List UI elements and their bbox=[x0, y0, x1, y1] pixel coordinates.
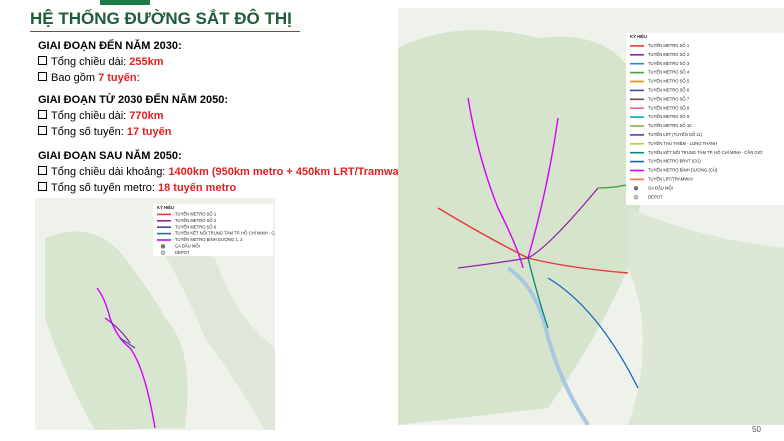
checkbox-bullet bbox=[38, 126, 47, 135]
legend-symbol bbox=[160, 244, 166, 249]
highlight-text: 255km bbox=[129, 56, 164, 68]
bullet-item: Tổng chiều dài: 770km bbox=[38, 110, 228, 126]
page-number: 50 bbox=[752, 425, 761, 434]
legend-label: TUYẾN KẾT NỐI TRUNG TÂM TP. HỒ CHÍ MINH … bbox=[648, 150, 763, 155]
legend-label: TUYẾN METRO SỐ 6 bbox=[175, 224, 217, 229]
route bbox=[119, 337, 136, 349]
legend-label: TUYẾN METRO SỐ 1 bbox=[175, 212, 217, 217]
legend-label: TUYẾN METRO SỐ 3 bbox=[648, 61, 690, 66]
highlight-text: 7 tuyến bbox=[98, 72, 137, 84]
route bbox=[457, 187, 599, 269]
legend-label: TUYẾN LRT/TRAMWAY bbox=[648, 177, 693, 182]
item-text: Tổng số tuyến: bbox=[51, 126, 127, 138]
highlight-text: 1400km (950km metro + 450km LRT/Tramway) bbox=[168, 166, 409, 178]
item-text: Tổng chiều dài khoảng: bbox=[51, 166, 169, 178]
item-text: Tổng chiều dài: bbox=[51, 56, 130, 68]
legend-label: TUYẾN LRT (TUYẾN SỐ 11) bbox=[648, 132, 703, 137]
legend-label: TUYẾN METRO SỐ 2 bbox=[175, 218, 217, 223]
checkbox-bullet bbox=[38, 56, 47, 65]
section: GIAI ĐOẠN TỪ 2030 ĐẾN NĂM 2050: Tổng chiề… bbox=[38, 94, 228, 142]
section: GIAI ĐOẠN SAU NĂM 2050: Tổng chiều dài kh… bbox=[38, 150, 408, 198]
item-text: : bbox=[136, 72, 140, 84]
legend-symbol bbox=[160, 250, 166, 255]
land bbox=[628, 208, 784, 425]
legend-label: TUYẾN METRO BÌNH DƯƠNG 1, 2 bbox=[175, 237, 243, 242]
legend-label: TUYẾN METRO BRVT (CŨ) bbox=[648, 159, 701, 164]
bullet-item: Tổng chiều dài: 255km bbox=[38, 56, 182, 72]
legend-symbol bbox=[633, 186, 639, 191]
legend-label: TUYẾN METRO SỐ 5 bbox=[648, 79, 690, 84]
accent-bar bbox=[100, 0, 150, 5]
legend-symbol bbox=[633, 194, 639, 200]
item-text: Tổng số tuyến metro: bbox=[51, 182, 158, 194]
legend-label: TUYẾN METRO BÌNH DƯƠNG (CŨ) bbox=[648, 168, 718, 173]
checkbox-bullet bbox=[38, 72, 47, 81]
legend-label: DEPOT bbox=[175, 250, 190, 255]
legend-label: TUYẾN METRO SỐ 1 bbox=[648, 43, 690, 48]
checkbox-bullet bbox=[38, 110, 47, 119]
legend-label: TUYẾN KẾT NỐI TRUNG TÂM TP. HỒ CHÍ MINH … bbox=[175, 231, 275, 236]
route bbox=[527, 257, 549, 329]
section-heading: GIAI ĐOẠN SAU NĂM 2050: bbox=[38, 150, 182, 162]
land bbox=[398, 30, 642, 425]
legend-label: TUYẾN METRO SỐ 7 bbox=[648, 96, 690, 101]
route bbox=[547, 277, 639, 389]
checkbox-bullet bbox=[38, 182, 47, 191]
item-text: Tổng chiều dài: bbox=[51, 110, 130, 122]
legend-label: TUYẾN METRO SỐ 10 bbox=[648, 123, 692, 128]
highlight-text: 17 tuyến bbox=[126, 126, 172, 138]
legend-label: TUYẾN THỦ THIÊM - LONG THÀNH bbox=[648, 141, 717, 146]
bullet-item: Bao gồm 7 tuyến: bbox=[38, 72, 182, 88]
section-heading: GIAI ĐOẠN TỪ 2030 ĐẾN NĂM 2050: bbox=[38, 94, 229, 106]
section: GIAI ĐOẠN ĐẾN NĂM 2030: Tổng chiều dài: 2… bbox=[38, 40, 182, 88]
river bbox=[506, 266, 590, 425]
title-rule bbox=[30, 31, 300, 32]
legend-label: TUYẾN METRO SỐ 6 bbox=[648, 88, 690, 93]
route bbox=[527, 117, 559, 259]
legend-label: GA ĐẦU MỐI bbox=[648, 185, 673, 190]
legend-box bbox=[153, 204, 273, 256]
checkbox-bullet bbox=[38, 166, 47, 175]
bullet-item: Tổng chiều dài khoảng: 1400km (950km met… bbox=[38, 166, 408, 182]
section-heading: GIAI ĐOẠN ĐẾN NĂM 2030: bbox=[38, 40, 182, 52]
bullet-item: Tổng số tuyến: 17 tuyến bbox=[38, 126, 228, 142]
legend-label: GA ĐẦU MỐI bbox=[175, 244, 200, 249]
highlight-text: 18 tuyến metro bbox=[158, 182, 237, 194]
legend-label: DEPOT bbox=[648, 194, 663, 199]
bullet-item: Tổng số tuyến metro: 18 tuyến metro bbox=[38, 182, 408, 198]
legend-label: TUYẾN METRO SỐ 4 bbox=[648, 70, 690, 75]
legend-box bbox=[626, 33, 784, 205]
slide-title: HỆ THỐNG ĐƯỜNG SẮT ĐÔ THỊ bbox=[30, 9, 292, 28]
legend-title: KÝ HIỆU bbox=[630, 34, 647, 39]
route bbox=[104, 317, 131, 344]
item-text: Bao gồm bbox=[51, 72, 99, 84]
highlight-text: 770km bbox=[129, 110, 164, 122]
legend-title: KÝ HIỆU bbox=[157, 205, 174, 210]
legend-label: TUYẾN METRO SỐ 9 bbox=[648, 114, 690, 119]
legend-label: TUYẾN METRO SỐ 8 bbox=[648, 105, 690, 110]
legend-label: TUYẾN METRO SỐ 2 bbox=[648, 52, 690, 57]
land bbox=[155, 238, 275, 430]
